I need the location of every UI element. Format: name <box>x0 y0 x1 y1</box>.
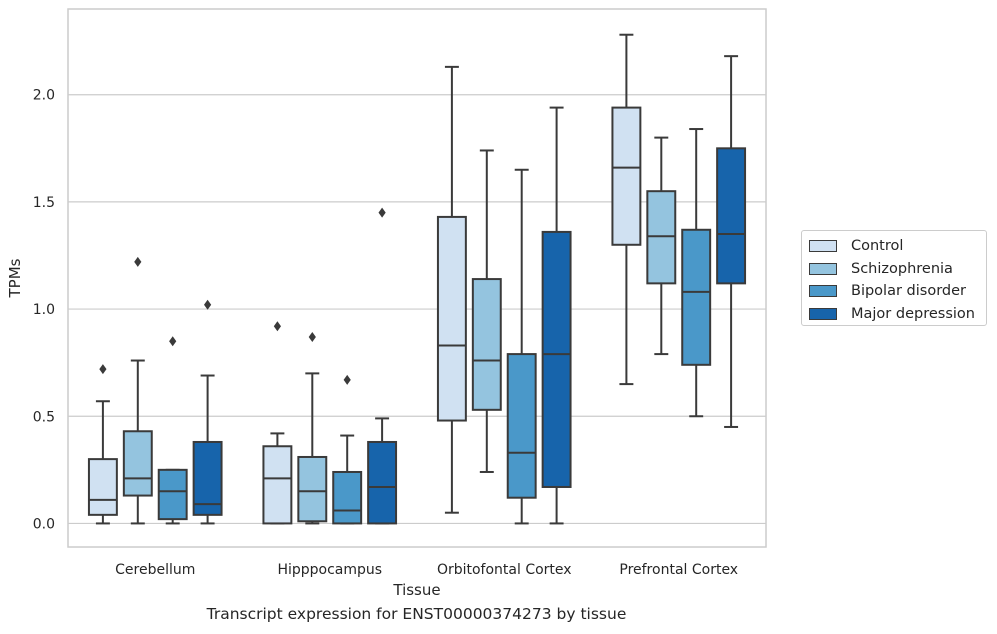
y-tick-label: 0.0 <box>33 516 55 532</box>
y-tick-label: 0.5 <box>33 409 55 425</box>
box-major-depression <box>192 299 223 525</box>
y-tick-label: 2.0 <box>33 88 55 104</box>
boxes <box>87 33 747 525</box>
legend-item: Major depression <box>809 303 975 325</box>
x-axis-label: Tissue <box>392 581 440 599</box>
legend-item: Schizophrenia <box>809 258 953 280</box>
legend: Control Schizophrenia Bipolar disorder Majo… <box>801 230 987 326</box>
box-major-depression <box>541 106 572 525</box>
box-body <box>681 228 712 366</box>
box-body <box>122 430 153 497</box>
box-body <box>157 468 188 521</box>
box-body <box>506 353 537 499</box>
outlier-point <box>99 364 107 375</box>
y-tick-label: 1.5 <box>33 195 55 211</box>
legend-swatch <box>809 262 837 275</box>
legend-item: Bipolar disorder <box>809 280 966 302</box>
box-body <box>471 278 502 411</box>
box-body <box>192 440 223 516</box>
box-schizophrenia <box>471 149 502 473</box>
x-tick-label: Prefrontal Cortex <box>619 562 738 578</box>
box-schizophrenia <box>122 256 153 525</box>
box-bipolar-disorder <box>332 374 363 525</box>
box-control <box>436 65 467 514</box>
legend-label: Major depression <box>851 305 975 322</box>
y-tick-labels: 0.0 0.5 1.0 1.5 2.0 <box>33 88 55 533</box>
box-major-depression <box>716 55 747 428</box>
box-body <box>332 470 363 525</box>
box-body <box>541 230 572 488</box>
box-schizophrenia <box>646 136 677 356</box>
plot-frame <box>67 8 767 548</box>
x-tick-label: Orbitofontal Cortex <box>437 562 572 578</box>
y-tick-label: 1.0 <box>33 302 55 318</box>
box-body <box>87 458 118 516</box>
outlier-point <box>204 299 212 310</box>
box-bipolar-disorder <box>681 128 712 418</box>
box-control <box>611 33 642 386</box>
outlier-point <box>378 207 386 218</box>
x-tick-label: Cerebellum <box>115 562 195 578</box>
box-major-depression <box>367 207 398 525</box>
box-body <box>611 106 642 246</box>
legend-label: Schizophrenia <box>851 260 953 277</box>
box-body <box>716 147 747 285</box>
box-bipolar-disorder <box>157 336 188 525</box>
x-tick-labels: Cerebellum Hipppocampus Orbitofontal Corte… <box>115 562 738 578</box>
box-bipolar-disorder <box>506 168 537 525</box>
legend-label: Control <box>851 238 904 254</box>
outlier-point <box>343 374 351 385</box>
box-body <box>646 190 677 285</box>
box-schizophrenia <box>297 331 328 525</box>
legend-item: Control <box>809 235 903 257</box>
outlier-point <box>169 336 177 347</box>
outlier-point <box>273 321 281 332</box>
figure-caption: Transcript expression for ENST0000037427… <box>206 605 627 623</box>
y-axis-label: TPMs <box>6 258 24 298</box>
legend-swatch <box>809 240 837 252</box>
outlier-point <box>308 331 316 342</box>
box-control <box>87 364 118 525</box>
box-control <box>262 321 293 525</box>
box-body <box>367 440 398 525</box>
box-body <box>297 455 328 523</box>
legend-swatch <box>809 307 837 320</box>
legend-label: Bipolar disorder <box>851 283 966 299</box>
legend-swatch <box>809 285 837 297</box>
box-body <box>436 215 467 422</box>
outlier-point <box>134 256 142 267</box>
x-tick-label: Hipppocampus <box>277 562 382 578</box>
box-body <box>262 445 293 525</box>
